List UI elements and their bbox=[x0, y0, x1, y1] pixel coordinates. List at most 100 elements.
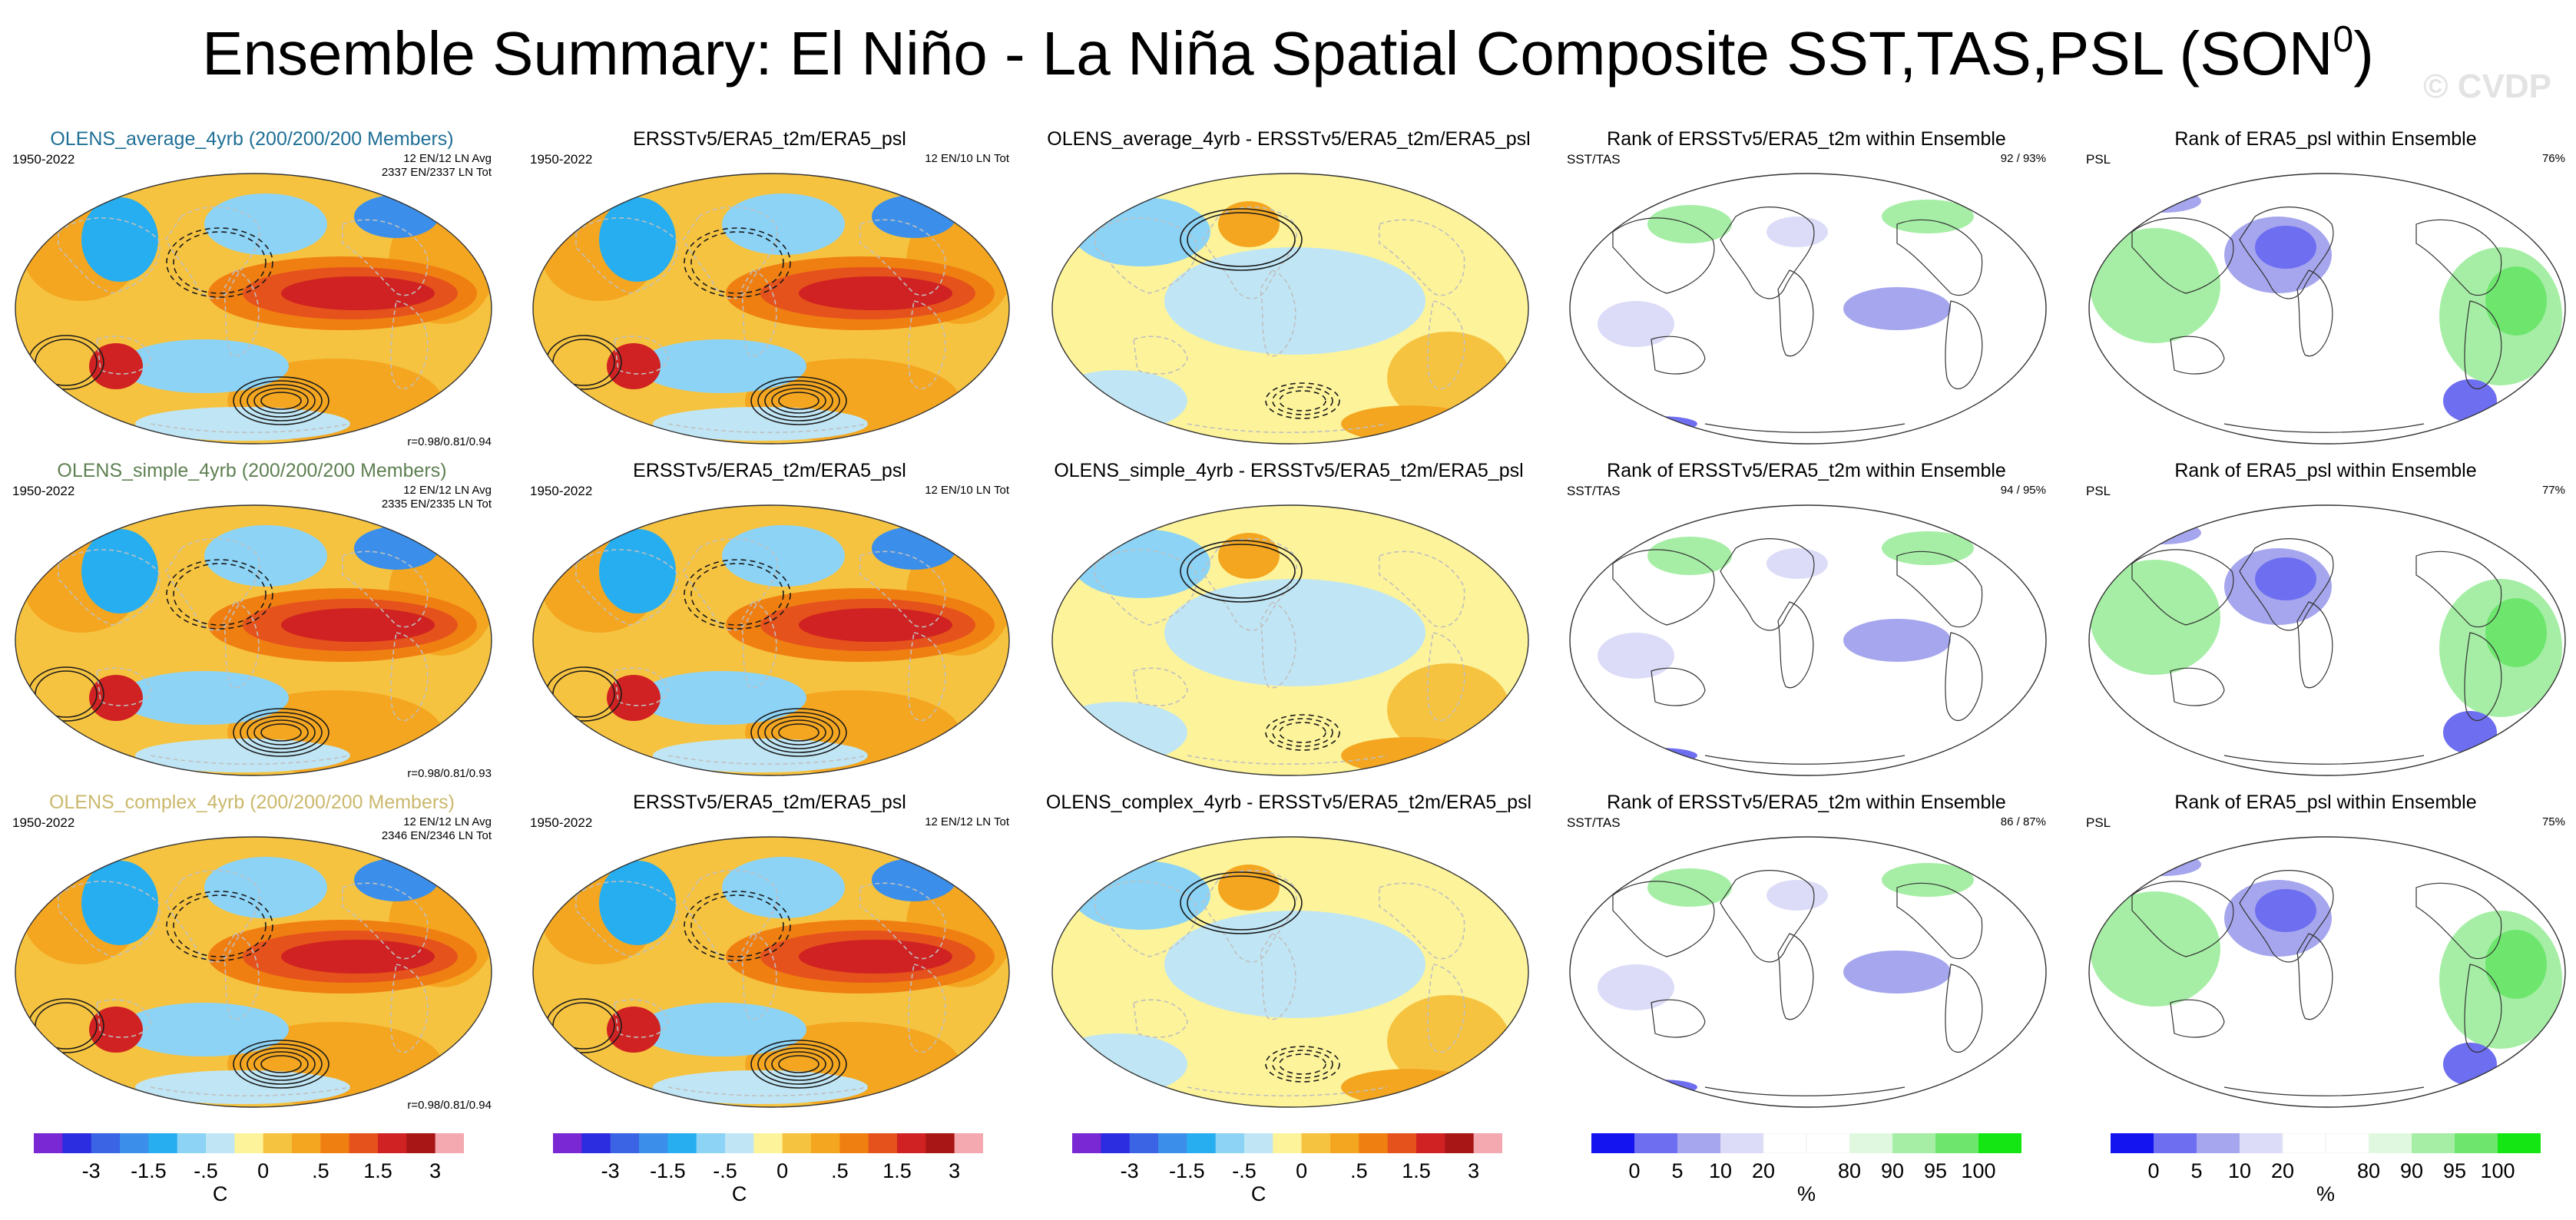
coastline-1 bbox=[2296, 601, 2333, 689]
psl-contour bbox=[771, 719, 826, 746]
coastline-6 bbox=[667, 423, 869, 434]
colorbar-labels: 0 5 10 20 80 90 95 100 bbox=[2111, 1159, 2541, 1182]
event-stats: 12 EN/10 LN Tot bbox=[925, 484, 1009, 497]
psl-contour bbox=[173, 231, 267, 294]
colorbar-unit: % bbox=[2316, 1182, 2336, 1205]
colorbar-swatch bbox=[1416, 1133, 1445, 1153]
psl-contour bbox=[1272, 718, 1333, 747]
coastline-2 bbox=[1612, 881, 1715, 957]
psl-contour bbox=[1265, 382, 1340, 419]
colorbar-tick-label: 0 bbox=[2147, 1159, 2160, 1182]
psl-contour bbox=[778, 1055, 819, 1073]
panel-title: Rank of ERSSTv5/ERA5_t2m within Ensemble bbox=[1607, 128, 2006, 150]
low-rank-region bbox=[2255, 226, 2316, 269]
diff-panel: OLENS_simple_4yrb - ERSSTv5/ERA5_t2m/ERA… bbox=[1043, 459, 1535, 788]
psl-contour bbox=[757, 1043, 840, 1085]
rank-percent: 75% bbox=[2541, 815, 2565, 828]
coastline-0 bbox=[1202, 206, 1297, 299]
colorbar-unit: C bbox=[1250, 1182, 1266, 1205]
coastline-4 bbox=[1896, 550, 1983, 628]
warm-difference bbox=[1218, 533, 1280, 579]
psl-contour bbox=[1187, 875, 1296, 931]
colorbar-swatch bbox=[2282, 1132, 2326, 1154]
coastline-4 bbox=[342, 882, 429, 960]
coastline-6 bbox=[150, 755, 351, 765]
ens-panel: OLENS_simple_4yrb (200/200/200 Members) 1… bbox=[6, 459, 498, 788]
psl-contour bbox=[757, 712, 840, 753]
cool-anomaly bbox=[204, 525, 327, 587]
panel-title: ERSSTv5/ERA5_t2m/ERA5_psl bbox=[633, 128, 906, 150]
low-rank-region bbox=[2124, 521, 2201, 544]
coastline-4 bbox=[1379, 219, 1465, 296]
rank_sst-map bbox=[1569, 173, 2047, 445]
member-stats: 12 EN/12 LN Avg 2346 EN/2346 LN Tot bbox=[382, 815, 492, 843]
coastline-6 bbox=[1704, 755, 1906, 765]
colorbar-tick-label: 1.5 bbox=[1402, 1159, 1431, 1182]
coastline-3 bbox=[1651, 667, 1706, 706]
colorbar-tick-label: .5 bbox=[312, 1159, 329, 1182]
psl-contour bbox=[233, 1040, 329, 1089]
colorbar-swatch bbox=[234, 1133, 264, 1153]
low-rank-region bbox=[1766, 880, 1828, 911]
low-rank-region bbox=[1598, 633, 1674, 679]
coastline-5 bbox=[908, 300, 946, 390]
psl-contour bbox=[1187, 212, 1296, 267]
coastline-2 bbox=[1094, 549, 1197, 626]
psl-contour bbox=[247, 1047, 316, 1081]
colorbar-swatch bbox=[782, 1133, 812, 1153]
coastline-5 bbox=[390, 964, 429, 1053]
coastline-4 bbox=[1379, 882, 1465, 960]
colorbar-tick-label: -3 bbox=[601, 1159, 620, 1182]
colorbar-swatch bbox=[2197, 1133, 2240, 1153]
coastline-3 bbox=[96, 999, 151, 1038]
coastline-0 bbox=[1202, 869, 1297, 963]
coastline-0 bbox=[683, 537, 778, 631]
coastline-3 bbox=[96, 667, 151, 706]
colorbar-swatch bbox=[753, 1133, 783, 1153]
australia-anomaly bbox=[607, 1007, 661, 1053]
coastline-6 bbox=[2223, 423, 2425, 433]
colorbar-swatch bbox=[120, 1133, 149, 1153]
high-rank-region bbox=[2485, 930, 2547, 999]
cool-anomaly bbox=[653, 407, 868, 441]
coastline-2 bbox=[2131, 217, 2234, 294]
rank_psl-panel: Rank of ERA5_psl within Ensemble PSL 76% bbox=[2080, 127, 2571, 456]
colorbar-tick-label: 20 bbox=[2270, 1159, 2295, 1182]
colorbar-tick-label: 5 bbox=[2190, 1159, 2203, 1182]
coastline-3 bbox=[1651, 336, 1706, 375]
colorbar-tick-label: 0 bbox=[1296, 1159, 1308, 1182]
colorbar-tick-label: 80 bbox=[2356, 1159, 2381, 1182]
psl-contour bbox=[1180, 208, 1303, 271]
psl-contour bbox=[690, 894, 784, 957]
diff-panel: OLENS_complex_4yrb - ERSSTv5/ERA5_t2m/ER… bbox=[1043, 791, 1535, 1119]
map-outline bbox=[2088, 836, 2566, 1108]
australia-anomaly bbox=[607, 343, 661, 389]
variable-label: PSL bbox=[2086, 152, 2111, 167]
colorbar-swatch bbox=[1187, 1133, 1217, 1153]
cool-difference bbox=[1052, 1033, 1187, 1095]
colorbar-swatch bbox=[2369, 1133, 2412, 1153]
colorbar-swatch bbox=[2412, 1133, 2455, 1153]
psl-contour bbox=[247, 384, 316, 418]
cool-anomaly bbox=[135, 407, 350, 441]
colorbar-tick-label: 3 bbox=[949, 1159, 961, 1182]
psl-contour bbox=[684, 559, 791, 630]
colorbar-swatch bbox=[1387, 1133, 1417, 1153]
coastline-2 bbox=[58, 217, 161, 294]
rank_sst-panel: Rank of ERSSTv5/ERA5_t2m within Ensemble… bbox=[1561, 791, 2052, 1119]
diff-panel: OLENS_average_4yrb - ERSSTv5/ERA5_t2m/ER… bbox=[1043, 127, 1535, 456]
years-label: 1950-2022 bbox=[12, 152, 75, 167]
colorbar-swatch bbox=[925, 1133, 955, 1153]
variable-label: SST/TAS bbox=[1567, 815, 1621, 830]
coastline-1 bbox=[740, 269, 777, 357]
coastline-6 bbox=[1187, 423, 1388, 434]
colorbar-swatch bbox=[725, 1133, 754, 1153]
ens-map bbox=[15, 836, 492, 1108]
map-outline bbox=[1569, 836, 2047, 1108]
warm-difference bbox=[1341, 1069, 1479, 1106]
low-rank-region bbox=[1766, 548, 1828, 579]
cool-anomaly bbox=[722, 193, 845, 255]
coastline-2 bbox=[58, 881, 161, 957]
psl-contour bbox=[771, 1051, 826, 1077]
psl-contour bbox=[764, 384, 833, 418]
